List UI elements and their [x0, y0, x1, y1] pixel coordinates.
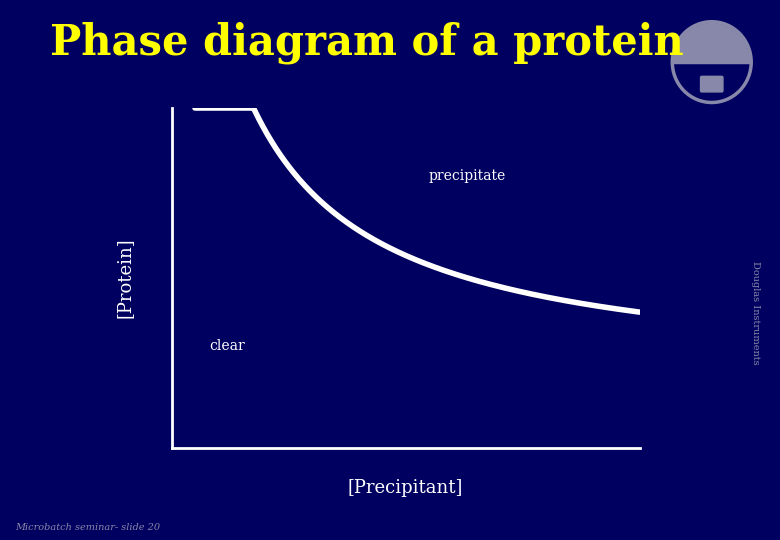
Text: Phase diagram of a protein: Phase diagram of a protein: [50, 22, 683, 64]
Text: clear: clear: [209, 339, 245, 353]
Text: Douglas Instruments: Douglas Instruments: [750, 261, 760, 365]
Text: [Protein]: [Protein]: [115, 238, 134, 319]
FancyBboxPatch shape: [700, 76, 723, 92]
Wedge shape: [674, 24, 750, 62]
Text: [Precipitant]: [Precipitant]: [348, 479, 463, 497]
Text: precipitate: precipitate: [429, 169, 506, 183]
Text: Microbatch seminar- slide 20: Microbatch seminar- slide 20: [16, 523, 161, 532]
